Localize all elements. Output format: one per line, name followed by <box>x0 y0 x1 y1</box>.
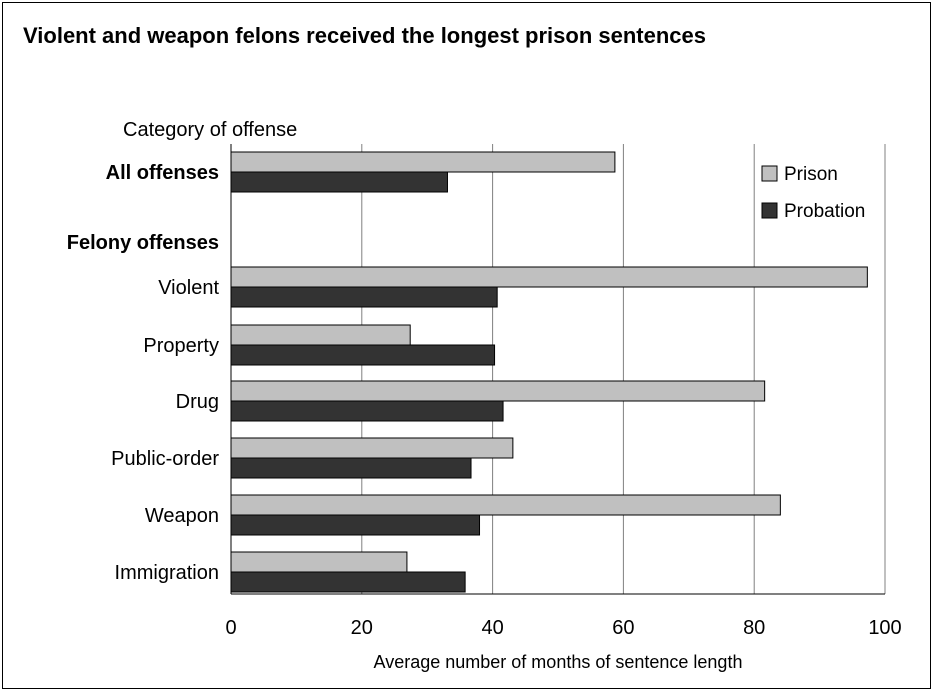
x-tick-label: 80 <box>743 617 765 639</box>
category-label: Weapon <box>145 505 219 527</box>
probation-bar <box>230 457 472 479</box>
x-tick-label: 60 <box>612 617 634 639</box>
legend-swatch <box>761 165 778 182</box>
probation-bar <box>230 286 498 308</box>
chart-title: Violent and weapon felons received the l… <box>23 23 706 48</box>
category-label: Property <box>143 335 219 357</box>
probation-bar <box>230 571 466 593</box>
prison-bar <box>230 437 514 459</box>
x-tick-label: 40 <box>481 617 503 639</box>
x-axis-label: Average number of months of sentence len… <box>374 652 743 672</box>
prison-bar <box>230 380 766 402</box>
category-label: Public-order <box>111 448 219 470</box>
legend-label: Prison <box>784 164 838 185</box>
probation-bar <box>230 344 496 366</box>
x-tick-label: 20 <box>351 617 373 639</box>
prison-bar <box>230 266 868 288</box>
prison-bar <box>230 551 408 573</box>
prison-bar <box>230 324 411 346</box>
prison-bar <box>230 151 616 173</box>
probation-bar <box>230 400 504 422</box>
category-label: Immigration <box>115 562 219 584</box>
prison-bar <box>230 494 781 516</box>
category-label: Felony offenses <box>67 232 219 254</box>
probation-bar <box>230 171 448 193</box>
x-tick-label: 100 <box>868 617 901 639</box>
probation-bar <box>230 514 481 536</box>
category-label: All offenses <box>106 162 219 184</box>
category-axis-header: Category of offense <box>123 119 298 141</box>
category-label: Drug <box>176 391 219 413</box>
category-label: Violent <box>158 277 219 299</box>
legend-swatch <box>761 202 778 219</box>
legend-label: Probation <box>784 201 865 222</box>
x-tick-label: 0 <box>225 617 236 639</box>
